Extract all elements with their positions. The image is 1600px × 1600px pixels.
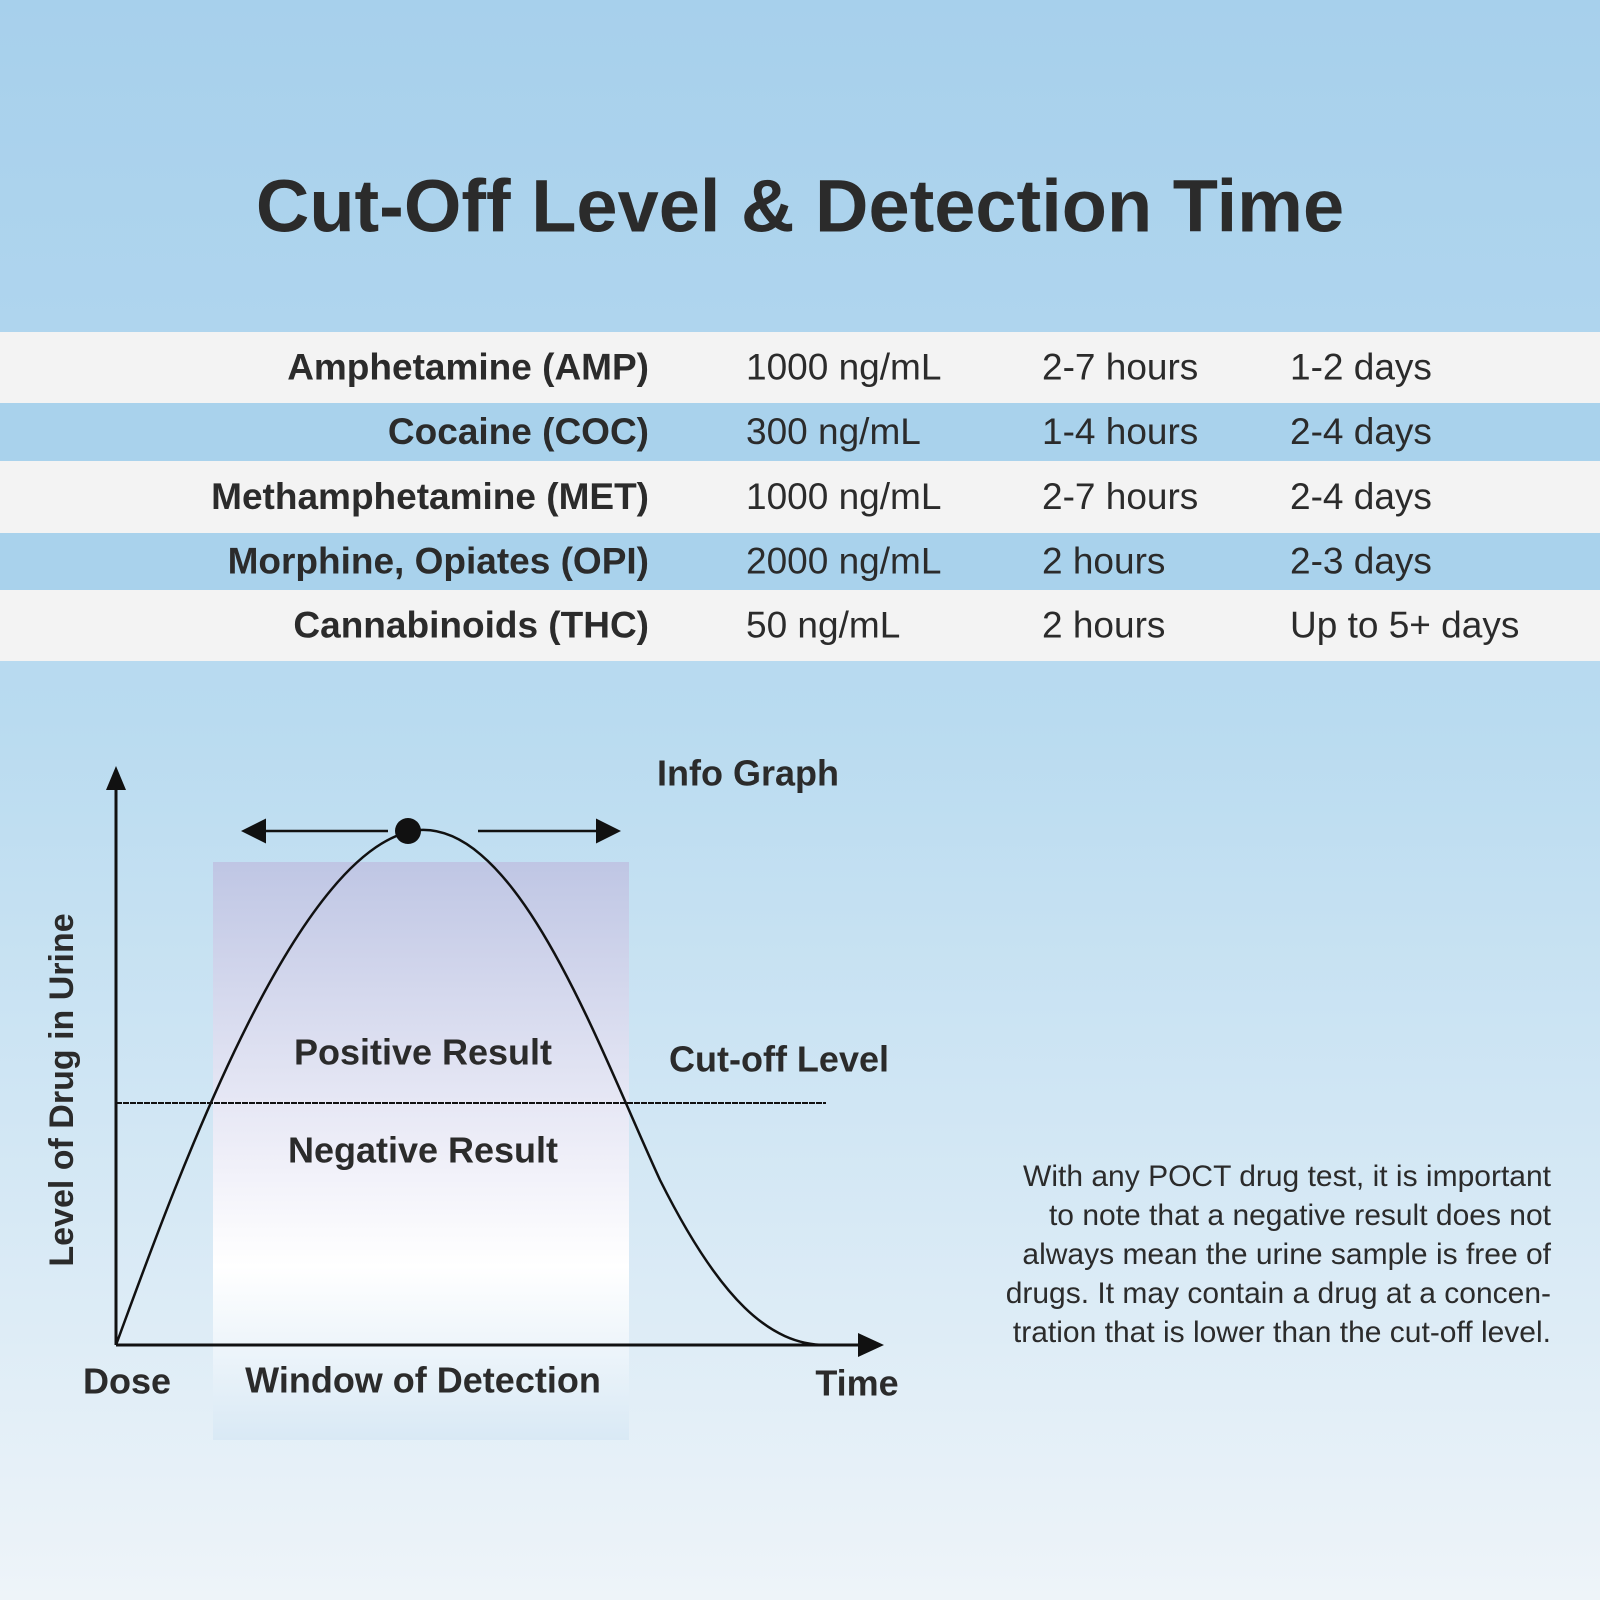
cutoff-label: Cut-off Level <box>669 1039 889 1080</box>
note-line: always mean the urine sample is free of <box>1022 1238 1551 1271</box>
table-cell: 2-4 days <box>1290 476 1432 517</box>
table-cell: 2-4 days <box>1290 411 1432 452</box>
note-line: tration that is lower than the cut-off l… <box>1013 1316 1551 1349</box>
diagram: Info Graph Positive Result Negative Resu… <box>43 753 899 1440</box>
note-line: to note that a negative result does not <box>1049 1199 1552 1232</box>
note: With any POCT drug test, it is important… <box>1006 1160 1552 1349</box>
note-line: With any POCT drug test, it is important <box>1023 1160 1552 1193</box>
table-row <box>0 403 1600 461</box>
table-cell: Up to 5+ days <box>1290 604 1519 645</box>
note-line: drugs. It may contain a drug at a concen… <box>1006 1277 1551 1310</box>
table-cell: 1000 ng/mL <box>746 476 941 517</box>
positive-label: Positive Result <box>294 1032 552 1073</box>
table-cell: 2-7 hours <box>1042 476 1198 517</box>
drug-name: Cocaine (COC) <box>388 411 649 452</box>
table-cell: 1000 ng/mL <box>746 346 941 387</box>
title: Cut-Off Level & Detection Time <box>256 165 1344 248</box>
drug-name: Methamphetamine (MET) <box>211 476 649 517</box>
table-row <box>0 533 1600 590</box>
diagram-title: Info Graph <box>657 753 839 794</box>
table-cell: 2000 ng/mL <box>746 540 941 581</box>
table-cell: 2 hours <box>1042 604 1165 645</box>
peak-dot <box>395 818 421 844</box>
table-cell: 2-3 days <box>1290 540 1432 581</box>
table-cell: 1-4 hours <box>1042 411 1198 452</box>
dose-label: Dose <box>83 1361 171 1402</box>
table-cell: 50 ng/mL <box>746 604 900 645</box>
table: Amphetamine (AMP) 1000 ng/mL 2-7 hours 1-2 … <box>0 332 1600 661</box>
drug-name: Morphine, Opiates (OPI) <box>228 540 649 581</box>
time-label: Time <box>815 1363 898 1404</box>
x-arrow <box>858 1333 884 1357</box>
negative-label: Negative Result <box>288 1130 558 1171</box>
table-row <box>0 332 1600 403</box>
concentration-curve <box>114 828 827 1347</box>
drug-name: Cannabinoids (THC) <box>293 604 649 645</box>
table-cell: 2-7 hours <box>1042 346 1198 387</box>
table-cell: 1-2 days <box>1290 346 1432 387</box>
table-row <box>0 461 1600 533</box>
table-row <box>0 590 1600 661</box>
drug-name: Amphetamine (AMP) <box>287 346 649 387</box>
table-cell: 300 ng/mL <box>746 411 921 452</box>
y-axis-label: Level of Drug in Urine <box>43 913 81 1266</box>
window-label: Window of Detection <box>245 1360 601 1401</box>
table-cell: 2 hours <box>1042 540 1165 581</box>
y-arrow <box>106 766 126 790</box>
